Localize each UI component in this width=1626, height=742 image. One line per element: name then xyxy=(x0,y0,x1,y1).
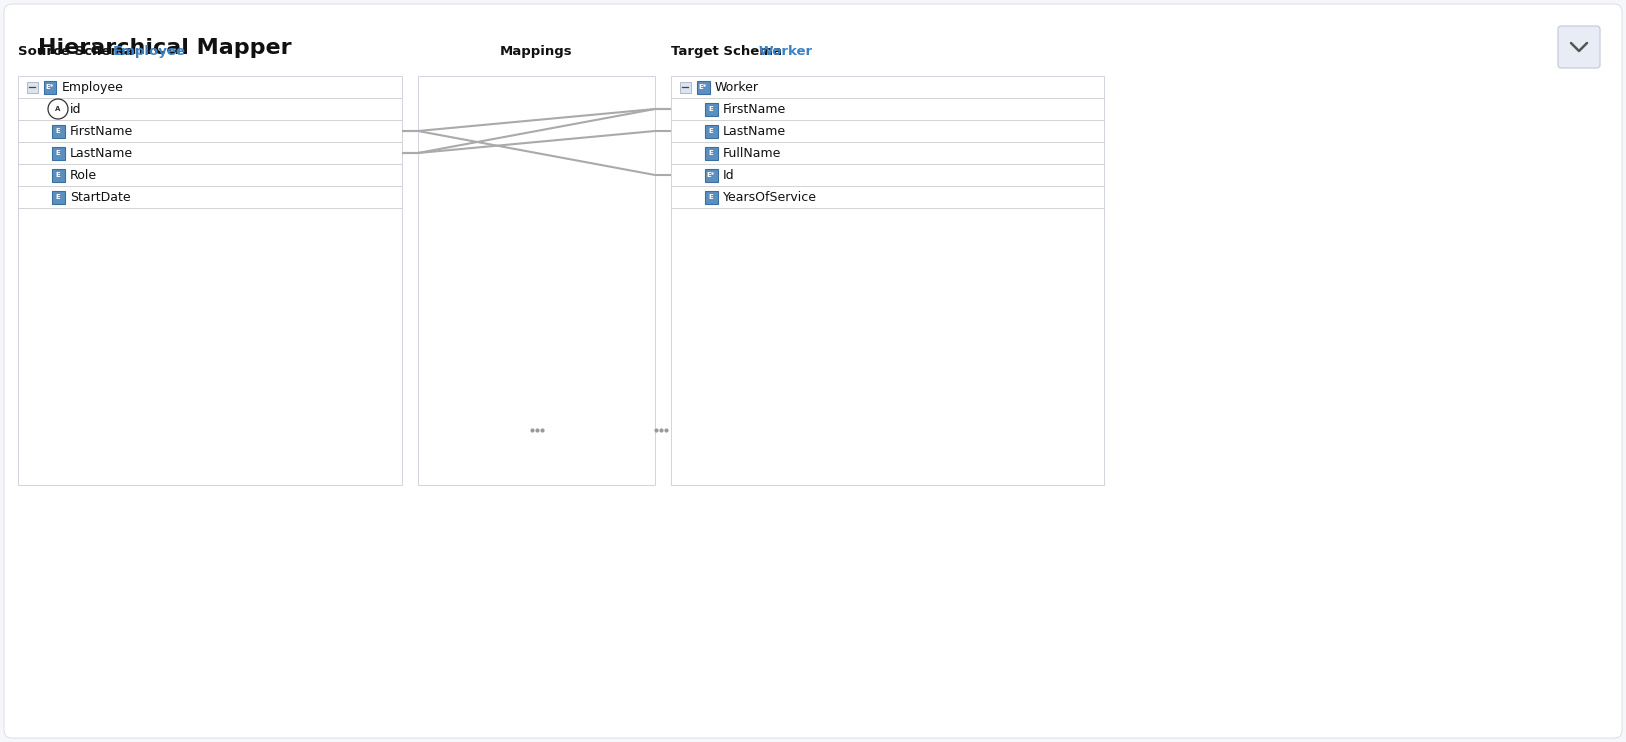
Text: Employee: Employee xyxy=(62,80,124,93)
Bar xyxy=(672,76,1104,485)
FancyBboxPatch shape xyxy=(704,191,717,203)
Text: A: A xyxy=(55,106,60,112)
Text: LastName: LastName xyxy=(70,146,133,160)
Text: FullName: FullName xyxy=(724,146,782,160)
Text: YearsOfService: YearsOfService xyxy=(724,191,816,203)
Text: Role: Role xyxy=(70,168,98,182)
Text: FirstName: FirstName xyxy=(724,102,787,116)
FancyBboxPatch shape xyxy=(704,146,717,160)
Bar xyxy=(18,76,402,485)
FancyBboxPatch shape xyxy=(52,168,65,182)
FancyBboxPatch shape xyxy=(680,82,691,93)
Text: Employee: Employee xyxy=(112,45,185,58)
Text: E*: E* xyxy=(699,84,707,90)
FancyBboxPatch shape xyxy=(1558,26,1600,68)
Text: E: E xyxy=(709,150,714,156)
Text: Id: Id xyxy=(724,168,735,182)
Text: E*: E* xyxy=(46,84,54,90)
Text: E: E xyxy=(709,194,714,200)
Text: Hierarchical Mapper: Hierarchical Mapper xyxy=(37,38,291,58)
Text: E: E xyxy=(55,194,60,200)
FancyBboxPatch shape xyxy=(52,191,65,203)
Text: Source Schema: Source Schema xyxy=(18,45,133,58)
FancyBboxPatch shape xyxy=(52,146,65,160)
FancyBboxPatch shape xyxy=(696,80,709,93)
Text: FirstName: FirstName xyxy=(70,125,133,137)
FancyBboxPatch shape xyxy=(44,80,57,93)
Text: Mappings: Mappings xyxy=(501,45,572,58)
FancyBboxPatch shape xyxy=(704,102,717,116)
FancyBboxPatch shape xyxy=(704,125,717,137)
FancyBboxPatch shape xyxy=(704,168,717,182)
FancyBboxPatch shape xyxy=(52,125,65,137)
Text: E: E xyxy=(55,150,60,156)
FancyBboxPatch shape xyxy=(3,4,1623,738)
Text: E: E xyxy=(709,106,714,112)
Bar xyxy=(418,76,655,485)
Text: E: E xyxy=(709,128,714,134)
Text: Target Schema: Target Schema xyxy=(672,45,782,58)
Text: E: E xyxy=(55,172,60,178)
Text: Worker: Worker xyxy=(759,45,813,58)
Text: StartDate: StartDate xyxy=(70,191,130,203)
Text: Worker: Worker xyxy=(715,80,759,93)
Text: E: E xyxy=(55,128,60,134)
Text: LastName: LastName xyxy=(724,125,785,137)
Text: E*: E* xyxy=(707,172,715,178)
Text: id: id xyxy=(70,102,81,116)
FancyBboxPatch shape xyxy=(26,82,37,93)
